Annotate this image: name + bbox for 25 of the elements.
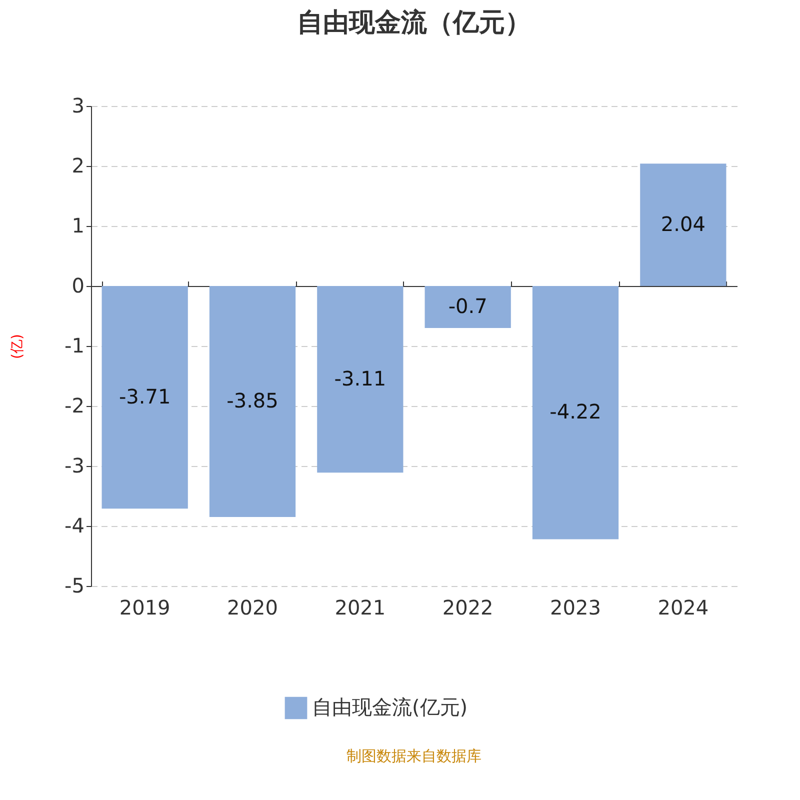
data-label: -3.85 xyxy=(226,388,278,412)
y-tick-label: 1 xyxy=(72,214,84,238)
legend-label: 自由现金流(亿元) xyxy=(312,695,468,719)
x-tick-label: 2023 xyxy=(550,596,601,620)
x-tick-label: 2019 xyxy=(119,596,170,620)
y-tick-label: -2 xyxy=(64,394,84,418)
data-label: -3.71 xyxy=(118,384,171,408)
x-tick-label: 2021 xyxy=(334,596,386,620)
y-tick-label: 3 xyxy=(72,94,84,118)
y-axis-title: (亿) xyxy=(10,334,26,359)
y-tick-label: 0 xyxy=(72,274,84,298)
data-label: -4.22 xyxy=(550,400,602,424)
data-label: 2.04 xyxy=(660,212,706,236)
y-tick-label: -1 xyxy=(64,334,84,358)
text: 制图数据来自数据库 xyxy=(346,747,482,765)
x-tick-label: 2020 xyxy=(227,596,278,620)
y-tick-label: -3 xyxy=(64,454,84,478)
x-tick-label: 2022 xyxy=(442,596,494,620)
data-label: -3.11 xyxy=(334,366,386,390)
y-tick-label: -5 xyxy=(64,574,84,598)
y-tick-label: 2 xyxy=(72,154,84,178)
y-tick-label: -4 xyxy=(64,514,84,538)
data-label: -0.7 xyxy=(448,294,488,318)
chart-title: 自由现金流（亿元） xyxy=(297,8,531,38)
x-tick-label: 2024 xyxy=(658,596,709,620)
